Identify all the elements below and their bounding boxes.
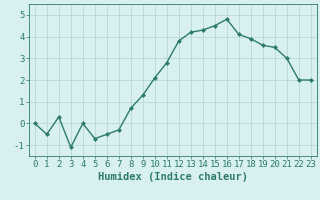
X-axis label: Humidex (Indice chaleur): Humidex (Indice chaleur) [98,172,248,182]
